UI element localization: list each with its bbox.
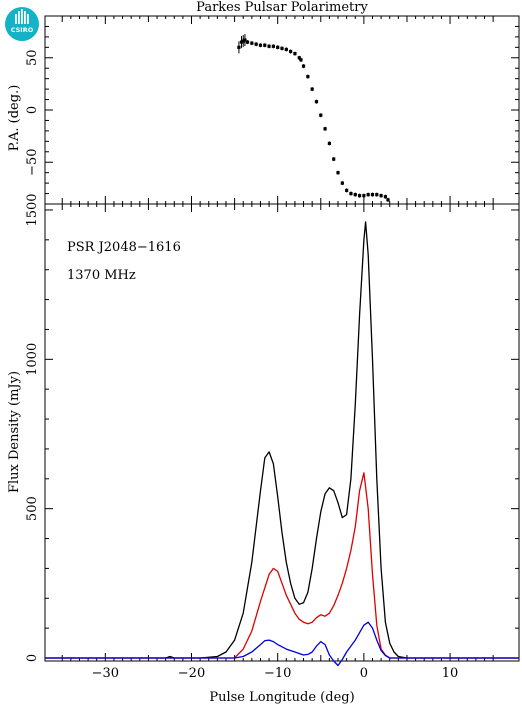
- pa-point: [332, 157, 336, 161]
- flux-axis-label: Flux Density (mJy): [7, 371, 22, 493]
- pa-point: [245, 40, 250, 44]
- pa-point: [336, 171, 340, 175]
- y-tick-label: 500: [25, 496, 40, 521]
- pa-point: [276, 45, 280, 49]
- y-tick-label: 1000: [25, 343, 40, 376]
- pa-ticks: −50 0 50: [25, 25, 519, 195]
- flux-panel-frame: [44, 203, 520, 662]
- linear-polarization-line: [45, 472, 519, 659]
- pa-point: [258, 43, 263, 47]
- pa-y-tick-label: 0: [25, 106, 40, 114]
- pa-point: [310, 87, 314, 91]
- pa-y-tick-label: 50: [25, 50, 40, 67]
- pa-point: [306, 74, 310, 79]
- pa-point: [314, 100, 319, 104]
- pa-point: [250, 41, 254, 45]
- pa-y-tick-label: −50: [25, 149, 40, 176]
- x-tick-label: −20: [178, 666, 205, 681]
- pa-point: [267, 44, 271, 48]
- pa-point: [327, 141, 331, 146]
- pa-point: [239, 40, 244, 44]
- pa-point: [297, 56, 301, 60]
- csiro-logo: CSIRO: [4, 6, 40, 42]
- pa-point: [263, 43, 267, 47]
- y-tick-label: 0: [25, 654, 40, 662]
- pa-point: [284, 47, 288, 52]
- pa-point: [319, 113, 323, 117]
- pa-point: [366, 193, 370, 197]
- x-tick-label: −10: [264, 666, 291, 681]
- flux-lines: [45, 221, 519, 667]
- pa-point: [293, 52, 297, 56]
- y-tick-label: 1500: [25, 193, 40, 226]
- pa-panel: −50 0 50 P.A. (deg.): [7, 15, 520, 205]
- pa-point: [271, 44, 275, 48]
- pa-point: [299, 58, 303, 62]
- pa-point: [370, 193, 375, 197]
- psr-name-label: PSR J2048−1616: [67, 240, 181, 255]
- x-tick-label: −30: [92, 666, 119, 681]
- pa-point: [301, 64, 306, 68]
- pa-point: [357, 194, 362, 198]
- pa-panel-frame: [44, 15, 520, 205]
- pa-point: [280, 46, 284, 50]
- pa-point: [349, 191, 353, 196]
- pa-markers: [237, 34, 390, 202]
- pa-point: [345, 188, 349, 193]
- pa-point: [362, 194, 366, 198]
- frequency-label: 1370 MHz: [67, 268, 136, 283]
- x-tick-label: 0: [360, 666, 368, 681]
- chart-title: Parkes Pulsar Polarimetry: [196, 0, 368, 15]
- x-axis-label: Pulse Longitude (deg): [209, 690, 354, 705]
- pa-point: [353, 193, 357, 197]
- circular-polarization-line: [45, 621, 519, 667]
- x-tick-label: 10: [442, 666, 459, 681]
- pa-point: [375, 193, 379, 197]
- pa-point: [340, 181, 344, 185]
- pa-point: [386, 198, 390, 202]
- pa-point: [323, 127, 327, 131]
- pa-point: [243, 38, 247, 42]
- pa-axis-label: P.A. (deg.): [7, 85, 22, 152]
- total-intensity-line: [45, 221, 519, 659]
- pa-point: [237, 45, 241, 49]
- pa-point: [254, 42, 258, 46]
- pa-point: [383, 195, 388, 199]
- pa-point: [379, 194, 383, 198]
- pa-point: [289, 49, 293, 54]
- pa-point: [241, 39, 245, 43]
- svg-text:CSIRO: CSIRO: [11, 26, 34, 34]
